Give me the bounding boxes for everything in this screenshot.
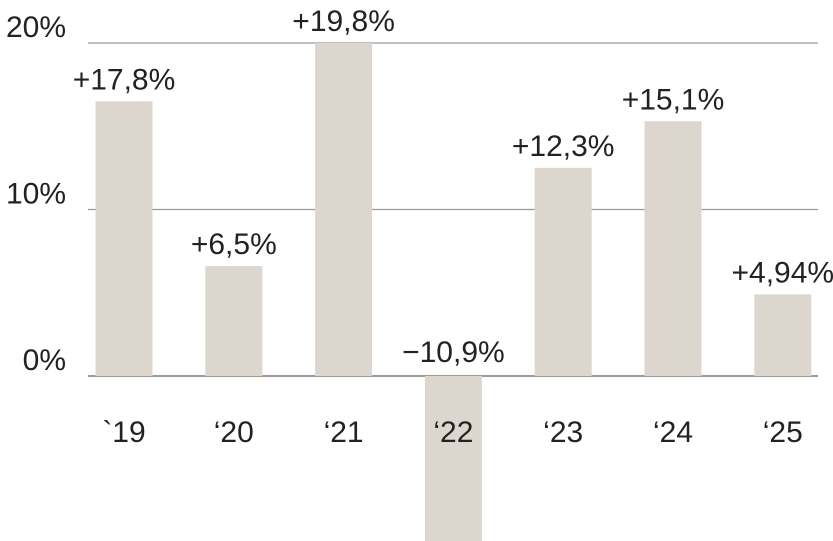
data-label: +17,8% [73, 63, 176, 96]
y-tick-label: 0% [23, 344, 66, 377]
x-tick-label: ‘24 [653, 416, 693, 449]
y-axis-ticks: 0% 10% 20% [6, 11, 66, 377]
x-tick-label: ‘21 [324, 416, 364, 449]
bar-0 [95, 101, 153, 377]
y-tick-label: 20% [6, 11, 66, 44]
x-tick-label: ‘22 [433, 416, 473, 449]
data-label: −10,9% [402, 336, 505, 369]
bar-4 [534, 167, 592, 376]
bar-2 [315, 43, 373, 376]
x-tick-label: ‘23 [543, 416, 583, 449]
x-tick-label: `19 [102, 416, 145, 449]
bar-6 [754, 294, 812, 376]
bar-1 [205, 266, 263, 376]
data-label: +4,94% [732, 256, 833, 289]
data-label: +6,5% [191, 228, 277, 261]
data-label: +12,3% [512, 130, 615, 163]
data-labels: +17,8% +6,5% +19,8% −10,9% +12,3%+15,1% +4,94… [73, 5, 833, 369]
x-tick-label: ‘25 [763, 416, 803, 449]
y-tick-label: 10% [6, 178, 66, 211]
bar-5 [644, 121, 702, 376]
x-tick-label: ‘20 [214, 416, 254, 449]
x-axis-ticks: `19 ‘20 ‘21 ‘22 ‘23 ‘24 ‘25 [102, 416, 803, 449]
bars [95, 43, 812, 541]
data-label: +19,8% [292, 5, 395, 38]
bar-3 [424, 376, 482, 541]
data-label: +15,1% [622, 83, 725, 116]
